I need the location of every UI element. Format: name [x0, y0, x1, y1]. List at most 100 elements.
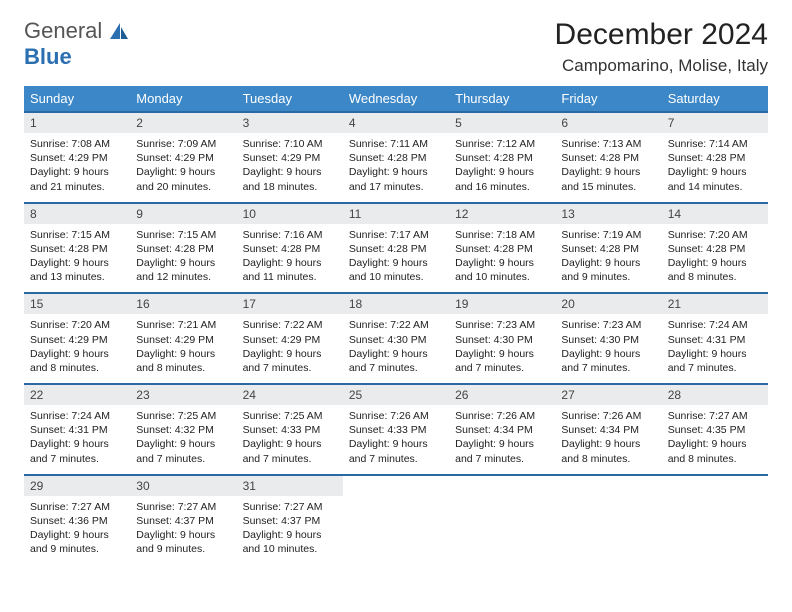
day-details: Sunrise: 7:27 AMSunset: 4:37 PMDaylight:…: [130, 496, 236, 565]
sunset-text: Sunset: 4:30 PM: [561, 333, 655, 347]
dayhdr-sat: Saturday: [662, 86, 768, 112]
sunset-text: Sunset: 4:28 PM: [243, 242, 337, 256]
calendar-cell: 15Sunrise: 7:20 AMSunset: 4:29 PMDayligh…: [24, 293, 130, 384]
sunrise-text: Sunrise: 7:22 AM: [243, 318, 337, 332]
daylight-text-1: Daylight: 9 hours: [30, 165, 124, 179]
calendar-cell: 11Sunrise: 7:17 AMSunset: 4:28 PMDayligh…: [343, 203, 449, 294]
calendar-page: General December 2024 Campomarino, Molis…: [0, 0, 792, 612]
calendar-cell: 17Sunrise: 7:22 AMSunset: 4:29 PMDayligh…: [237, 293, 343, 384]
calendar-cell: 9Sunrise: 7:15 AMSunset: 4:28 PMDaylight…: [130, 203, 236, 294]
daylight-text-1: Daylight: 9 hours: [561, 256, 655, 270]
day-number: 20: [555, 294, 661, 314]
day-details: Sunrise: 7:25 AMSunset: 4:32 PMDaylight:…: [130, 405, 236, 474]
month-title: December 2024: [555, 18, 768, 52]
day-details: Sunrise: 7:23 AMSunset: 4:30 PMDaylight:…: [449, 314, 555, 383]
day-number: 16: [130, 294, 236, 314]
daylight-text-2: and 8 minutes.: [136, 361, 230, 375]
day-number: 23: [130, 385, 236, 405]
brand-logo: General: [24, 18, 134, 44]
sunrise-text: Sunrise: 7:21 AM: [136, 318, 230, 332]
sunrise-text: Sunrise: 7:27 AM: [136, 500, 230, 514]
daylight-text-2: and 10 minutes.: [243, 542, 337, 556]
day-details: Sunrise: 7:27 AMSunset: 4:36 PMDaylight:…: [24, 496, 130, 565]
daylight-text-2: and 8 minutes.: [668, 452, 762, 466]
day-details: Sunrise: 7:08 AMSunset: 4:29 PMDaylight:…: [24, 133, 130, 202]
sunrise-text: Sunrise: 7:26 AM: [349, 409, 443, 423]
day-number: 9: [130, 204, 236, 224]
day-details: Sunrise: 7:13 AMSunset: 4:28 PMDaylight:…: [555, 133, 661, 202]
title-block: December 2024 Campomarino, Molise, Italy: [555, 18, 768, 76]
calendar-cell: 14Sunrise: 7:20 AMSunset: 4:28 PMDayligh…: [662, 203, 768, 294]
day-details: Sunrise: 7:20 AMSunset: 4:29 PMDaylight:…: [24, 314, 130, 383]
sunrise-text: Sunrise: 7:23 AM: [455, 318, 549, 332]
day-number: 30: [130, 476, 236, 496]
daylight-text-1: Daylight: 9 hours: [243, 165, 337, 179]
day-number: 7: [662, 113, 768, 133]
daylight-text-2: and 14 minutes.: [668, 180, 762, 194]
calendar-table: Sunday Monday Tuesday Wednesday Thursday…: [24, 86, 768, 564]
daylight-text-2: and 10 minutes.: [349, 270, 443, 284]
day-number: 2: [130, 113, 236, 133]
sunset-text: Sunset: 4:29 PM: [243, 151, 337, 165]
daylight-text-2: and 9 minutes.: [136, 542, 230, 556]
day-details: Sunrise: 7:12 AMSunset: 4:28 PMDaylight:…: [449, 133, 555, 202]
daylight-text-1: Daylight: 9 hours: [668, 165, 762, 179]
daylight-text-1: Daylight: 9 hours: [30, 256, 124, 270]
calendar-cell: 16Sunrise: 7:21 AMSunset: 4:29 PMDayligh…: [130, 293, 236, 384]
sunset-text: Sunset: 4:29 PM: [30, 333, 124, 347]
calendar-row: 15Sunrise: 7:20 AMSunset: 4:29 PMDayligh…: [24, 293, 768, 384]
sunrise-text: Sunrise: 7:15 AM: [136, 228, 230, 242]
daylight-text-2: and 18 minutes.: [243, 180, 337, 194]
day-details: Sunrise: 7:26 AMSunset: 4:34 PMDaylight:…: [449, 405, 555, 474]
calendar-cell: 6Sunrise: 7:13 AMSunset: 4:28 PMDaylight…: [555, 112, 661, 203]
calendar-cell: [662, 475, 768, 565]
day-number: 26: [449, 385, 555, 405]
calendar-cell: 19Sunrise: 7:23 AMSunset: 4:30 PMDayligh…: [449, 293, 555, 384]
daylight-text-2: and 9 minutes.: [30, 542, 124, 556]
day-details: Sunrise: 7:14 AMSunset: 4:28 PMDaylight:…: [662, 133, 768, 202]
sunset-text: Sunset: 4:33 PM: [243, 423, 337, 437]
daylight-text-1: Daylight: 9 hours: [455, 437, 549, 451]
calendar-cell: [449, 475, 555, 565]
daylight-text-1: Daylight: 9 hours: [243, 528, 337, 542]
calendar-cell: 25Sunrise: 7:26 AMSunset: 4:33 PMDayligh…: [343, 384, 449, 475]
location-label: Campomarino, Molise, Italy: [555, 56, 768, 76]
sunset-text: Sunset: 4:28 PM: [455, 242, 549, 256]
sunrise-text: Sunrise: 7:18 AM: [455, 228, 549, 242]
day-details: Sunrise: 7:18 AMSunset: 4:28 PMDaylight:…: [449, 224, 555, 293]
sunset-text: Sunset: 4:31 PM: [30, 423, 124, 437]
daylight-text-2: and 12 minutes.: [136, 270, 230, 284]
day-details: Sunrise: 7:24 AMSunset: 4:31 PMDaylight:…: [24, 405, 130, 474]
calendar-cell: [343, 475, 449, 565]
daylight-text-1: Daylight: 9 hours: [455, 256, 549, 270]
day-details: Sunrise: 7:17 AMSunset: 4:28 PMDaylight:…: [343, 224, 449, 293]
daylight-text-2: and 8 minutes.: [561, 452, 655, 466]
calendar-cell: 7Sunrise: 7:14 AMSunset: 4:28 PMDaylight…: [662, 112, 768, 203]
day-number: 27: [555, 385, 661, 405]
sunrise-text: Sunrise: 7:13 AM: [561, 137, 655, 151]
sunset-text: Sunset: 4:28 PM: [668, 242, 762, 256]
dayhdr-mon: Monday: [130, 86, 236, 112]
header: General December 2024 Campomarino, Molis…: [24, 18, 768, 76]
calendar-cell: 2Sunrise: 7:09 AMSunset: 4:29 PMDaylight…: [130, 112, 236, 203]
calendar-cell: 20Sunrise: 7:23 AMSunset: 4:30 PMDayligh…: [555, 293, 661, 384]
day-number: 3: [237, 113, 343, 133]
sunset-text: Sunset: 4:28 PM: [455, 151, 549, 165]
day-details: Sunrise: 7:22 AMSunset: 4:29 PMDaylight:…: [237, 314, 343, 383]
day-details: Sunrise: 7:26 AMSunset: 4:33 PMDaylight:…: [343, 405, 449, 474]
logo-sail-icon: [108, 21, 130, 41]
day-details: Sunrise: 7:16 AMSunset: 4:28 PMDaylight:…: [237, 224, 343, 293]
day-number: 24: [237, 385, 343, 405]
daylight-text-1: Daylight: 9 hours: [349, 437, 443, 451]
sunrise-text: Sunrise: 7:19 AM: [561, 228, 655, 242]
sunrise-text: Sunrise: 7:27 AM: [668, 409, 762, 423]
sunset-text: Sunset: 4:28 PM: [30, 242, 124, 256]
daylight-text-1: Daylight: 9 hours: [349, 256, 443, 270]
day-number: 25: [343, 385, 449, 405]
day-number: 15: [24, 294, 130, 314]
day-details: Sunrise: 7:15 AMSunset: 4:28 PMDaylight:…: [130, 224, 236, 293]
day-number: 1: [24, 113, 130, 133]
dayhdr-fri: Friday: [555, 86, 661, 112]
sunset-text: Sunset: 4:29 PM: [136, 151, 230, 165]
calendar-cell: 18Sunrise: 7:22 AMSunset: 4:30 PMDayligh…: [343, 293, 449, 384]
